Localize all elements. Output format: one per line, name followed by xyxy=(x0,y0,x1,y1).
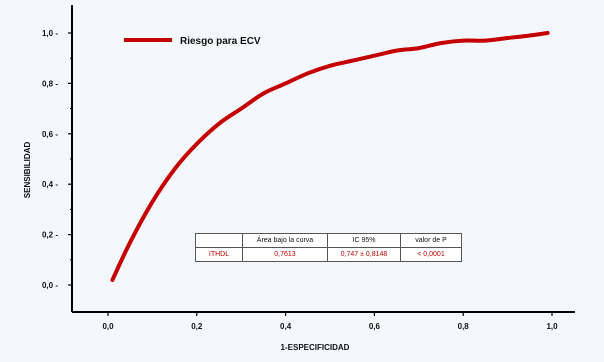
stats-table: Área bajo la curva IC 95% valor de P ITH… xyxy=(195,233,462,262)
roc-curve-line xyxy=(110,31,550,282)
x-tick-label: 0,2 xyxy=(191,322,203,331)
y-tick-label: 0,6 - xyxy=(42,130,58,139)
y-tick-label: 1,0 - xyxy=(42,29,58,38)
stats-header-cell: valor de P xyxy=(400,233,462,248)
stats-cell: 0,747 ± 0,8148 xyxy=(327,247,401,262)
x-tick-label: 0,8 xyxy=(458,322,470,331)
axes xyxy=(71,5,575,313)
stats-header-cell: Área bajo la curva xyxy=(242,233,328,248)
stats-header-cell xyxy=(195,233,243,248)
x-tick-label: 0,4 xyxy=(280,322,292,331)
y-tick-label: 0,4 - xyxy=(42,180,58,189)
x-axis-title: 1-ESPECIFICIDAD xyxy=(281,343,350,352)
x-tick-label: 1,0 xyxy=(546,322,558,331)
x-tick-label: 0,6 xyxy=(369,322,381,331)
y-tick-label: 0,2 - xyxy=(42,231,58,240)
x-tick-label: 0,0 xyxy=(102,322,114,331)
stats-table-row: ITHDL 0,7613 0,747 ± 0,8148 < 0,0001 xyxy=(195,247,462,262)
stats-table-header: Área bajo la curva IC 95% valor de P xyxy=(195,233,462,248)
series xyxy=(110,31,550,282)
stats-cell: < 0,0001 xyxy=(400,247,462,262)
stats-header-cell: IC 95% xyxy=(327,233,401,248)
y-tick-label: 0,0 - xyxy=(42,281,58,290)
ticks: 0,0 - 0,2 - 0,4 - 0,6 - 0,8 - 1,0 - 0,0 0,2 0,4 0… xyxy=(42,29,558,331)
y-tick-label: 0,8 - xyxy=(42,79,58,88)
stats-cell: ITHDL xyxy=(195,247,243,262)
legend-label: Riesgo para ECV xyxy=(180,36,261,47)
y-axis-title: SENSIBILIDAD xyxy=(23,142,32,199)
stats-cell: 0,7613 xyxy=(242,247,328,262)
legend: Riesgo para ECV xyxy=(124,36,261,47)
